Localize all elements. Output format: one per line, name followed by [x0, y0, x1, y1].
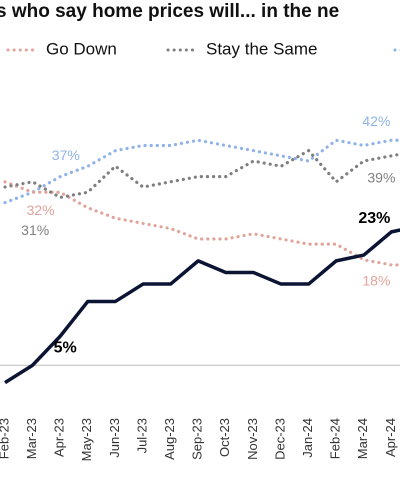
x-tick-label: Mar-23 [24, 418, 39, 459]
x-tick-label: Oct-23 [217, 418, 232, 457]
series-line [4, 228, 400, 385]
legend-label: Go Down [46, 39, 117, 58]
data-label: 39% [367, 170, 395, 186]
x-tick-label: Feb-24 [328, 418, 343, 459]
series-line [3, 148, 400, 200]
data-label: 42% [362, 113, 390, 129]
x-tick-label: Apr-24 [383, 418, 398, 457]
x-tick-label: Aug-23 [162, 418, 177, 460]
x-tick-label: Mar-24 [355, 418, 370, 459]
x-tick-label: Apr-23 [52, 418, 67, 457]
legend: Go Down Stay the Same [6, 39, 400, 58]
series-line [3, 180, 400, 267]
x-tick-label: Sep-23 [190, 418, 205, 460]
x-tick-label: Jun-23 [107, 418, 122, 458]
legend-label: Stay the Same [206, 39, 318, 58]
data-label: 32% [27, 202, 55, 218]
x-tick-label: Dec-23 [272, 418, 287, 460]
x-tick-label: Nov-23 [245, 418, 260, 460]
data-label: 5% [54, 339, 77, 356]
data-label: 23% [358, 210, 390, 227]
data-label: 31% [21, 222, 49, 238]
x-tick-label: Feb-23 [0, 418, 11, 459]
x-tick-label: Jul-23 [134, 418, 149, 453]
chart-title: s who say home prices will... in the ne [0, 1, 339, 22]
data-label: 18% [362, 273, 390, 289]
x-tick-label: Jan-24 [300, 418, 315, 458]
data-label: 37% [52, 147, 80, 163]
series-line [3, 138, 400, 205]
x-tick-label: May-23 [79, 418, 94, 461]
